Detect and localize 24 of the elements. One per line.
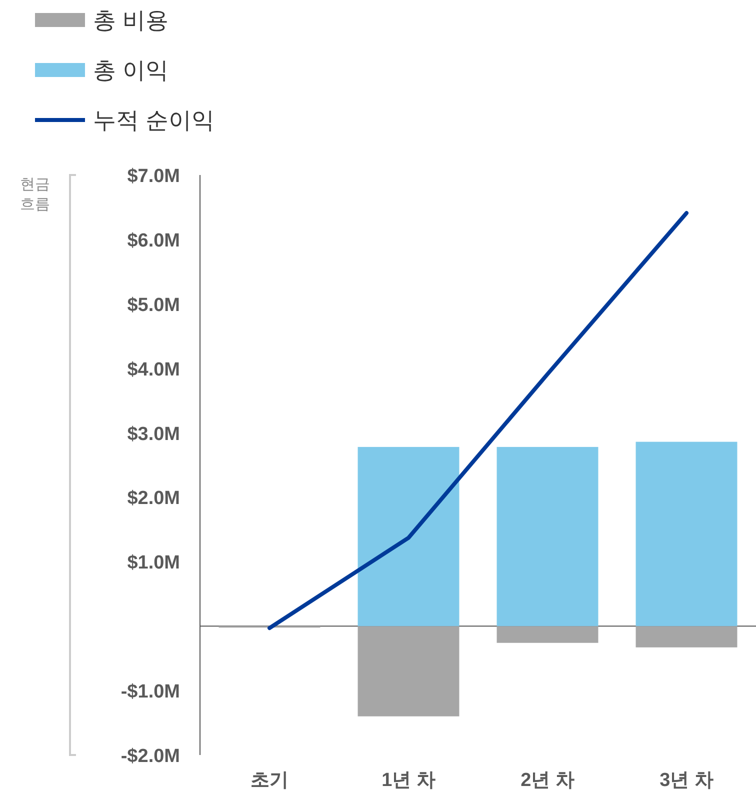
y-axis-title: 현금 흐름 (20, 176, 50, 213)
bar (496, 446, 598, 626)
bar (358, 626, 460, 716)
y-tick-label: $3.0M (127, 424, 180, 445)
x-tick-label: 초기 (250, 770, 288, 791)
legend-label: 총 비용 (93, 7, 168, 33)
bar (358, 446, 460, 626)
x-tick-label: 3년 차 (660, 770, 714, 791)
y-tick-label: $4.0M (127, 359, 180, 380)
y-tick-label: $6.0M (127, 230, 180, 252)
bar (496, 626, 598, 643)
y-tick-label: $7.0M (127, 166, 180, 187)
x-tick-label: 1년 차 (382, 770, 436, 791)
bar (636, 626, 738, 648)
y-tick-label: -$1.0M (120, 682, 180, 703)
x-tick-label: 2년 차 (520, 770, 574, 791)
legend-label: 누적 순이익 (93, 107, 214, 133)
legend-label: 총 이익 (93, 57, 168, 83)
bar (636, 442, 738, 626)
y-tick-label: $5.0M (127, 294, 180, 316)
y-tick-label: $1.0M (127, 552, 180, 574)
y-tick-label: $2.0M (127, 488, 180, 510)
y-tick-label: -$2.0M (120, 746, 180, 767)
line-series (268, 211, 688, 630)
